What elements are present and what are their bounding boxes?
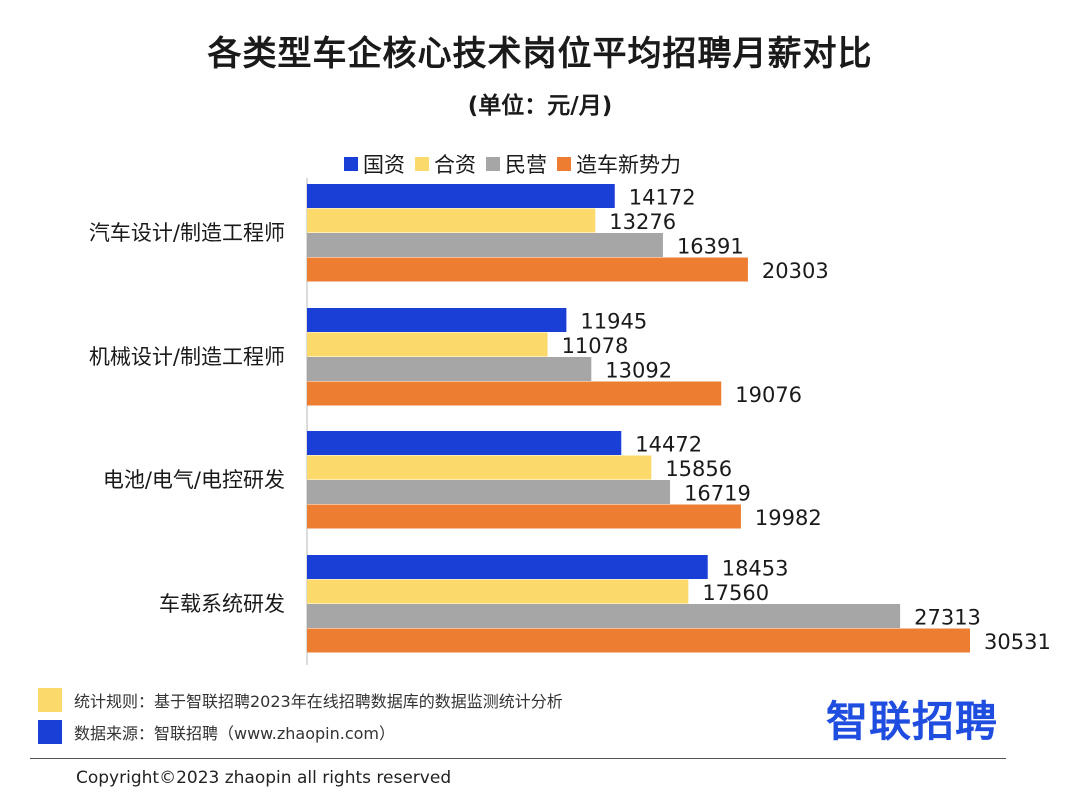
bar-chart: 汽车设计/制造工程师 141721327616391 20303 机械设计/制造工程师…	[0, 0, 1080, 796]
data-label: 15856	[665, 457, 732, 481]
bar-minying	[307, 357, 591, 381]
bar-guoqi	[307, 431, 621, 455]
note-rule: 统计规则：基于智联招聘2023年在线招聘数据库的数据监测统计分析	[38, 688, 563, 712]
category-label: 车载系统研发	[159, 592, 285, 616]
data-label: 30531	[984, 630, 1051, 654]
bar-minying	[307, 233, 663, 257]
data-label: 11945	[580, 309, 647, 333]
bar-guoqi	[307, 555, 708, 579]
data-label: 20303	[762, 259, 829, 283]
note-source-text: 数据来源：智联招聘（www.zhaopin.com）	[74, 720, 395, 744]
bar-guoqi	[307, 184, 615, 208]
bar-xinshili	[307, 258, 748, 282]
bar-minying	[307, 480, 670, 504]
data-label: 16391	[677, 234, 744, 258]
data-label: 27313	[914, 605, 981, 629]
data-label: 16719	[684, 481, 751, 505]
data-label: 19982	[755, 506, 822, 530]
bar-hezi	[307, 456, 651, 480]
category-label: 电池/电气/电控研发	[103, 468, 285, 492]
data-label: 13276	[609, 210, 676, 234]
data-label: 13092	[605, 358, 672, 382]
data-label: 14472	[635, 432, 702, 456]
bar-hezi	[307, 580, 688, 604]
bar-xinshili	[307, 629, 970, 653]
copyright: Copyright©2023 zhaopin all rights reserv…	[76, 768, 451, 788]
data-label: 18453	[722, 556, 789, 580]
data-label: 17560	[702, 581, 769, 605]
note-source-marker	[38, 720, 62, 744]
bar-xinshili	[307, 382, 721, 406]
data-label: 14172	[629, 185, 696, 209]
note-rule-marker	[38, 688, 62, 712]
category-label: 机械设计/制造工程师	[89, 345, 285, 369]
note-rule-text: 统计规则：基于智联招聘2023年在线招聘数据库的数据监测统计分析	[74, 688, 563, 712]
brand-logo: 智联招聘	[826, 688, 998, 749]
bar-xinshili	[307, 505, 741, 529]
bar-hezi	[307, 333, 548, 357]
data-label: 19076	[735, 383, 802, 407]
note-source: 数据来源：智联招聘（www.zhaopin.com）	[38, 720, 395, 744]
bar-minying	[307, 604, 900, 628]
bar-hezi	[307, 209, 595, 233]
data-label: 11078	[562, 334, 629, 358]
category-label: 汽车设计/制造工程师	[89, 221, 285, 245]
bar-guoqi	[307, 308, 566, 332]
footer-divider	[30, 758, 1006, 759]
